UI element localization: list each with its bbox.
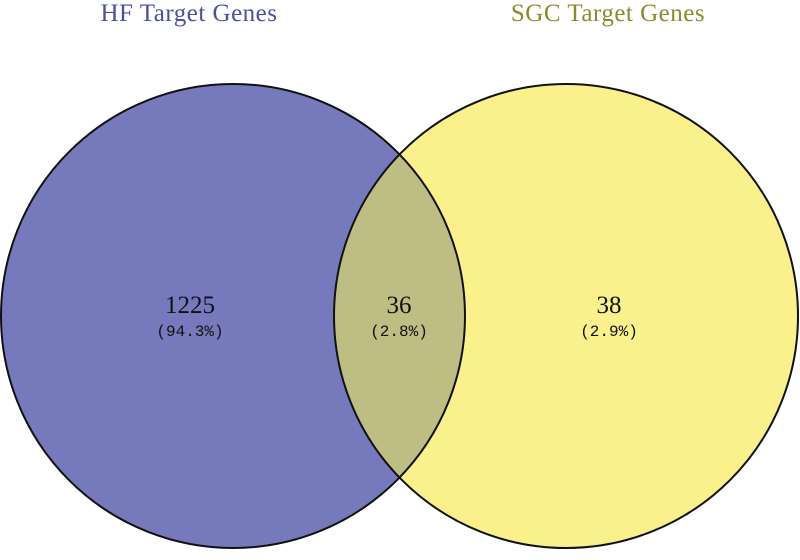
sgc-only-count: 38 [597, 292, 622, 319]
sgc-only-percent: (2.9%) [580, 323, 638, 341]
hf-set-circle [1, 84, 465, 548]
sgc-set-outline [333, 83, 799, 549]
intersection-percent: (2.8%) [370, 323, 428, 341]
hf-only-percent: (94.3%) [156, 323, 223, 341]
sgc-set-title: SGC Target Genes [511, 0, 705, 27]
hf-set-title: HF Target Genes [100, 0, 277, 27]
hf-only-count: 1225 [165, 292, 215, 319]
sgc-set-circle [334, 84, 798, 548]
intersection-count: 36 [387, 292, 412, 319]
hf-set-outline [0, 83, 466, 549]
